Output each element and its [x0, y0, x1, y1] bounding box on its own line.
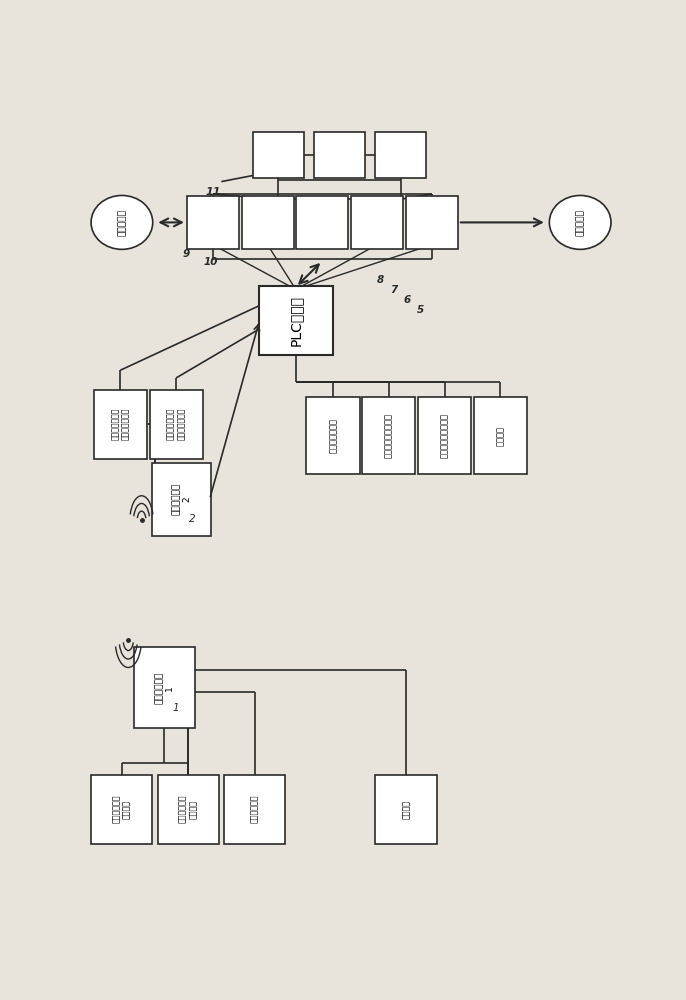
FancyBboxPatch shape: [253, 132, 304, 178]
Text: 图像采集: 图像采集: [496, 426, 505, 446]
Text: 6: 6: [403, 295, 411, 305]
FancyBboxPatch shape: [241, 196, 294, 249]
Text: 一级变幅缸: 一级变幅缸: [117, 209, 126, 236]
FancyBboxPatch shape: [259, 286, 333, 355]
Text: 发射接受模块
1: 发射接受模块 1: [154, 672, 174, 704]
Text: 变幅角度传感器: 变幅角度传感器: [329, 418, 338, 453]
Text: 接收遥控二级变
幅起升手柄信号: 接收遥控二级变 幅起升手柄信号: [167, 408, 186, 440]
Text: 遥控二级变幅
起升手柄: 遥控二级变幅 起升手柄: [178, 795, 198, 823]
Text: 10: 10: [204, 257, 218, 267]
Ellipse shape: [549, 195, 611, 249]
FancyBboxPatch shape: [406, 196, 458, 249]
FancyBboxPatch shape: [91, 774, 152, 844]
FancyBboxPatch shape: [296, 196, 348, 249]
FancyBboxPatch shape: [307, 397, 359, 474]
FancyBboxPatch shape: [224, 774, 285, 844]
Text: 一级并架到位传感器: 一级并架到位传感器: [384, 413, 393, 458]
FancyBboxPatch shape: [375, 132, 426, 178]
Text: 遥控一级变幅
起升手柄: 遥控一级变幅 起升手柄: [112, 795, 131, 823]
Text: 8: 8: [377, 275, 384, 285]
FancyBboxPatch shape: [134, 647, 195, 728]
FancyBboxPatch shape: [150, 390, 202, 459]
FancyBboxPatch shape: [158, 774, 219, 844]
FancyBboxPatch shape: [94, 390, 147, 459]
FancyBboxPatch shape: [375, 774, 436, 844]
Text: 二级变幅缸: 二级变幅缸: [576, 209, 584, 236]
FancyBboxPatch shape: [152, 463, 211, 536]
FancyBboxPatch shape: [362, 397, 415, 474]
FancyBboxPatch shape: [187, 196, 239, 249]
Text: 9: 9: [183, 249, 190, 259]
Text: 图像显示: 图像显示: [401, 800, 410, 819]
Text: 2: 2: [189, 514, 196, 524]
Text: 二级并架到位传感器: 二级并架到位传感器: [440, 413, 449, 458]
Text: 7: 7: [390, 285, 398, 295]
Text: 1: 1: [172, 703, 179, 713]
FancyBboxPatch shape: [351, 196, 403, 249]
Text: 11: 11: [205, 187, 221, 197]
FancyBboxPatch shape: [418, 397, 471, 474]
Text: 发射接受模块
2: 发射接受模块 2: [172, 483, 191, 515]
Text: 接收遥控一级变
幅起升手柄信号: 接收遥控一级变 幅起升手柄信号: [110, 408, 130, 440]
Text: 5: 5: [417, 305, 424, 315]
Text: 变幅角度显示: 变幅角度显示: [250, 795, 259, 823]
Ellipse shape: [91, 195, 153, 249]
FancyBboxPatch shape: [474, 397, 527, 474]
Text: PLC控制箱: PLC控制箱: [289, 295, 303, 346]
FancyBboxPatch shape: [314, 132, 365, 178]
